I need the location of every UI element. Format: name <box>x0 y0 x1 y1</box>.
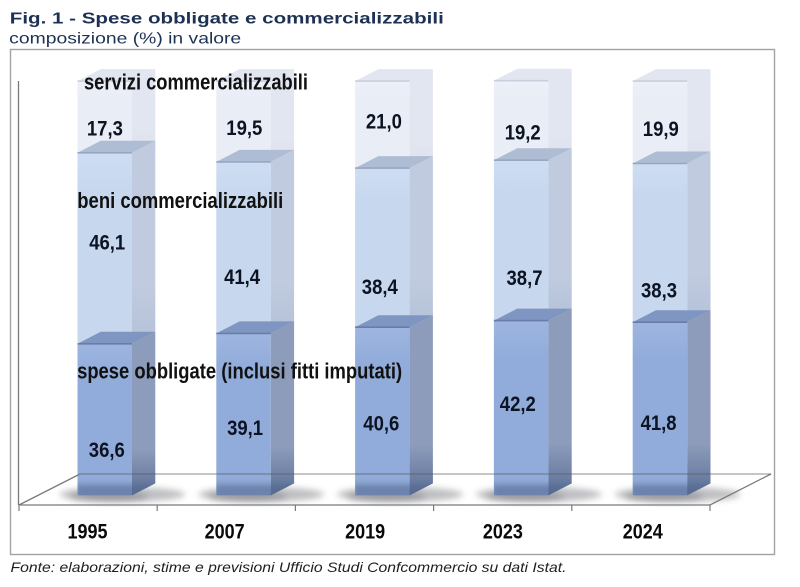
svg-text:spese obbligate (inclusi fitti: spese obbligate (inclusi fitti imputati) <box>77 358 402 383</box>
svg-text:beni commercializzabili: beni commercializzabili <box>77 188 283 213</box>
svg-text:2023: 2023 <box>483 521 523 544</box>
svg-text:2024: 2024 <box>623 521 663 544</box>
svg-text:17,3: 17,3 <box>87 117 123 140</box>
svg-text:19,9: 19,9 <box>643 118 679 141</box>
svg-text:36,6: 36,6 <box>89 439 125 462</box>
svg-text:19,2: 19,2 <box>505 122 541 145</box>
svg-text:38,3: 38,3 <box>641 280 677 303</box>
svg-text:2007: 2007 <box>205 521 245 544</box>
svg-text:39,1: 39,1 <box>227 417 263 440</box>
svg-text:21,0: 21,0 <box>366 111 402 134</box>
svg-text:41,8: 41,8 <box>641 412 677 435</box>
svg-text:41,4: 41,4 <box>224 266 260 289</box>
svg-text:1995: 1995 <box>68 521 108 544</box>
svg-text:42,2: 42,2 <box>500 393 536 416</box>
svg-text:46,1: 46,1 <box>89 232 125 255</box>
svg-text:Fonte: elaborazioni, stime e p: Fonte: elaborazioni, stime e previsioni … <box>11 559 567 575</box>
svg-text:38,4: 38,4 <box>362 276 398 299</box>
svg-text:servizi commercializzabili: servizi commercializzabili <box>84 70 308 95</box>
svg-text:40,6: 40,6 <box>363 413 399 436</box>
svg-text:2019: 2019 <box>345 521 385 544</box>
svg-text:19,5: 19,5 <box>226 117 262 140</box>
svg-text:composizione (%) in valore: composizione (%) in valore <box>9 31 241 48</box>
svg-text:Fig. 1 - Spese obbligate e com: Fig. 1 - Spese obbligate e commercializz… <box>10 10 444 27</box>
svg-text:38,7: 38,7 <box>507 267 543 290</box>
